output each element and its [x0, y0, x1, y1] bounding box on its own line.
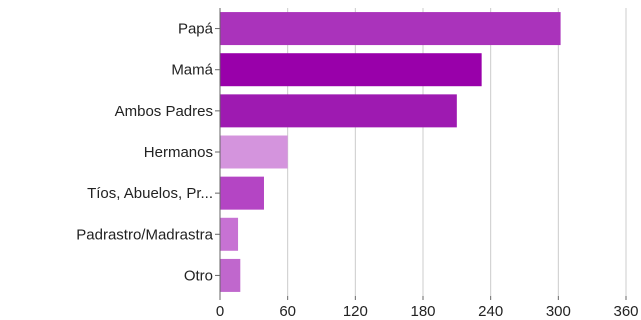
- bar-4[interactable]: [220, 176, 264, 210]
- category-label: Otro: [184, 267, 213, 284]
- bar-6[interactable]: [220, 258, 241, 292]
- bar-2[interactable]: [220, 94, 457, 128]
- bar-1[interactable]: [220, 53, 482, 87]
- bar-0[interactable]: [220, 12, 561, 46]
- category-label: Ambos Padres: [115, 103, 213, 120]
- category-labels: Papá Mamá Ambos Padres Hermanos Tíos, Abuelo…: [76, 21, 213, 285]
- category-label: Tíos, Abuelos, Pr...: [87, 185, 213, 202]
- tick-labels: 0 60 120 180 240 300 360: [216, 303, 639, 320]
- x-tick-label: 300: [546, 303, 571, 320]
- x-tick-label: 240: [478, 303, 503, 320]
- x-tick-label: 180: [410, 303, 435, 320]
- bars-layer: [220, 12, 561, 292]
- bar-3[interactable]: [220, 135, 288, 169]
- category-label: Papá: [178, 21, 214, 38]
- bar-5[interactable]: [220, 217, 239, 251]
- x-tick-label: 360: [613, 303, 638, 320]
- category-label: Padrastro/Madrastra: [76, 226, 213, 243]
- x-tick-label: 60: [279, 303, 296, 320]
- axis-layer: [215, 8, 627, 300]
- x-tick-label: 0: [216, 303, 224, 320]
- category-label: Hermanos: [144, 144, 213, 161]
- x-tick-label: 120: [343, 303, 368, 320]
- category-label: Mamá: [171, 62, 213, 79]
